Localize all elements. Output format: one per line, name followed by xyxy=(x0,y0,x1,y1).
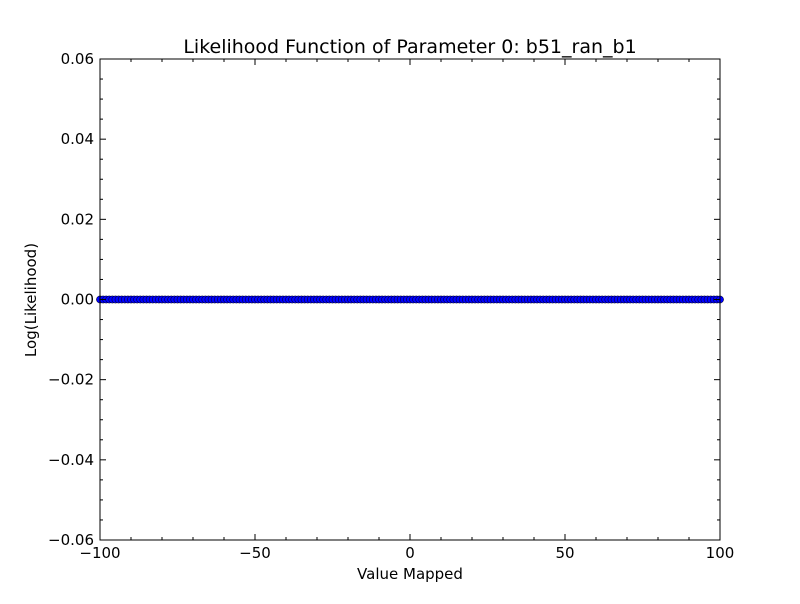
data-points xyxy=(96,295,724,304)
chart-title: Likelihood Function of Parameter 0: b51_… xyxy=(183,36,636,58)
y-tick-label: 0.06 xyxy=(61,50,94,68)
x-tick-label: −100 xyxy=(79,544,120,562)
x-axis-label: Value Mapped xyxy=(357,565,463,583)
x-tick-label: 50 xyxy=(555,544,574,562)
y-tick-label: −0.02 xyxy=(48,371,94,389)
axis-ticks xyxy=(99,58,721,541)
y-tick-label: 0.00 xyxy=(61,291,94,309)
y-axis-label: Log(Likelihood) xyxy=(22,243,40,357)
y-tick-labels: −0.06 −0.04 −0.02 0.00 0.02 0.04 0.06 xyxy=(48,50,94,549)
y-tick-label: −0.04 xyxy=(48,451,94,469)
y-tick-label: −0.06 xyxy=(48,531,94,549)
y-tick-label: 0.04 xyxy=(61,130,94,148)
x-tick-label: −50 xyxy=(239,544,271,562)
x-tick-labels: −100 −50 0 50 100 xyxy=(79,544,734,562)
y-tick-label: 0.02 xyxy=(61,210,94,228)
x-tick-label: 100 xyxy=(706,544,735,562)
x-tick-label: 0 xyxy=(405,544,415,562)
